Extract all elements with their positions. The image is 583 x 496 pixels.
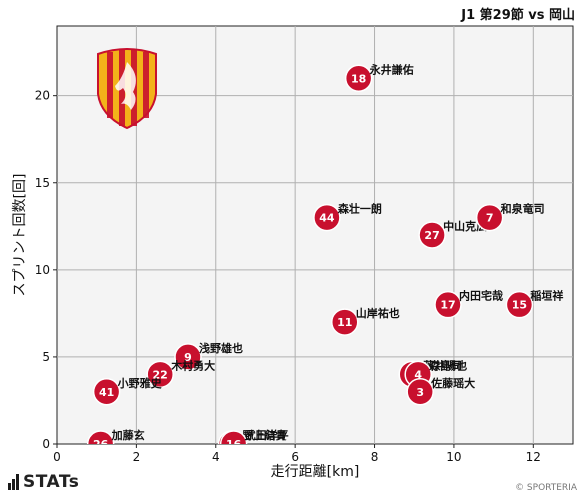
x-axis-label: 走行距離[km]	[271, 463, 360, 480]
data-point-marker	[92, 378, 121, 406]
data-point-number: 41	[99, 386, 114, 399]
data-point-label: 和泉竜司	[501, 202, 545, 216]
team-emblem	[97, 48, 157, 130]
data-point-label: 森島司	[429, 358, 462, 372]
data-point-number: 3	[416, 386, 424, 399]
data-point-label: 稲垣祥	[530, 289, 563, 303]
data-point: 3 佐藤瑶大	[406, 376, 475, 406]
data-point-number: 15	[512, 299, 527, 312]
data-point-number: 7	[486, 212, 494, 225]
data-point-label: 山岸祐也	[356, 306, 400, 320]
brand-logo: STATs	[8, 472, 79, 492]
data-point-marker	[418, 221, 446, 249]
data-point-label: 加藤玄	[111, 428, 145, 442]
data-point-number: 26	[93, 438, 109, 451]
x-tick-label: 2	[133, 450, 141, 464]
data-point: 9 浅野雄也	[174, 341, 243, 371]
y-tick-label: 0	[42, 437, 50, 451]
data-point: 7 和泉竜司	[475, 202, 545, 232]
data-point-number: 18	[351, 72, 366, 85]
data-point-label: 木村勇大	[170, 358, 215, 372]
data-point-number: 27	[424, 229, 439, 242]
data-point-label: 野上結貴	[243, 428, 287, 442]
data-point-label: 森壮一朗	[338, 202, 382, 216]
y-axis-label: スプリント回数[回]	[12, 174, 28, 297]
y-axis-ticks: 0 5 10 15 20	[35, 89, 57, 451]
data-point-marker	[331, 308, 359, 336]
y-tick-label: 15	[35, 176, 50, 190]
data-point: 17 内田宅哉	[434, 289, 503, 319]
brand-bars-icon	[8, 474, 19, 490]
data-point-marker	[313, 203, 341, 232]
data-point-label: 佐藤瑶大	[430, 376, 475, 390]
data-points: 18永井謙佑44森壮一朗27中山克広7和泉竜司17内田宅哉15稲垣祥11山岸祐也…	[86, 62, 563, 451]
data-point-marker	[434, 290, 462, 319]
data-point-label: 永井謙佑	[369, 62, 414, 76]
x-tick-label: 0	[53, 450, 61, 464]
data-point-marker	[475, 203, 504, 232]
x-tick-label: 8	[371, 450, 379, 464]
data-point-number: 22	[153, 368, 168, 381]
x-tick-label: 4	[212, 450, 220, 464]
x-tick-label: 12	[526, 450, 541, 464]
data-point-marker	[146, 360, 174, 389]
data-point-label: 武田洋平	[245, 428, 289, 442]
data-point-marker	[406, 378, 434, 406]
data-point-marker	[505, 290, 534, 319]
data-point-number: 9	[184, 351, 192, 364]
data-point-label: 藤井陽也	[423, 358, 467, 372]
data-point-marker	[86, 430, 115, 444]
data-point: 11 山岸祐也	[331, 306, 400, 336]
x-tick-label: 10	[446, 450, 461, 464]
data-point-label: 中山克広	[443, 219, 487, 233]
x-axis-ticks: 0 2 4 6 8 10 12	[53, 444, 541, 464]
data-point-number: 16	[226, 438, 242, 451]
chart-header-title: J1 第29節 vs 岡山	[461, 8, 575, 23]
data-point-number: 11	[337, 316, 352, 329]
data-point-number: 4	[414, 368, 422, 381]
data-point: 27 中山克広	[418, 219, 487, 249]
y-tick-label: 20	[35, 89, 50, 103]
data-point-label: 内田宅哉	[459, 289, 503, 303]
grid-lines	[57, 26, 573, 444]
y-tick-label: 10	[35, 263, 50, 277]
data-point-label: 浅野雄也	[199, 341, 243, 355]
x-tick-label: 6	[291, 450, 299, 464]
data-point-marker	[219, 430, 248, 444]
y-tick-label: 5	[42, 350, 50, 364]
data-point-marker	[174, 343, 202, 371]
brand-name: STATs	[23, 472, 80, 492]
copyright-text: © SPORTERIA	[515, 483, 577, 493]
data-point-number: 17	[440, 299, 455, 312]
data-point-label: 小野雅史	[117, 376, 163, 390]
data-point-marker	[344, 64, 373, 92]
data-point-number: 44	[319, 212, 335, 225]
